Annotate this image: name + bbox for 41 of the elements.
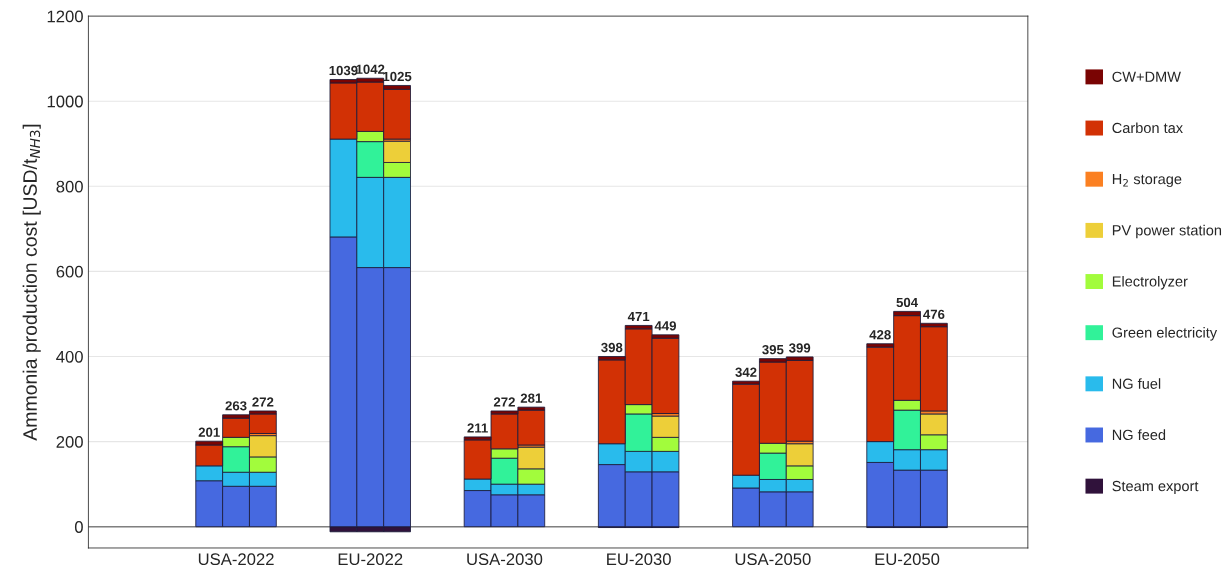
y-tick-label: 200 (56, 436, 83, 448)
x-tick-label: EU-2050 (875, 553, 940, 566)
legend-label: NG feed (1112, 429, 1166, 441)
total-label: 1039 (329, 65, 358, 76)
total-label: 504 (896, 297, 918, 308)
total-label: 201 (198, 427, 220, 437)
y-tick-label: 0 (74, 521, 83, 533)
legend-label: Green electricity (1112, 327, 1218, 341)
x-tick-label: EU-2030 (607, 553, 671, 566)
x-tick-label: EU-2022 (338, 553, 403, 566)
y-tick-label: 400 (56, 350, 83, 363)
total-label: 272 (252, 397, 274, 407)
x-tick-label: USA-2022 (198, 553, 274, 566)
y-tick-label: 1200 (47, 10, 83, 23)
total-label: 428 (869, 330, 891, 340)
y-tick-label: 1000 (47, 95, 83, 108)
total-label: 395 (762, 344, 784, 355)
total-label: 399 (788, 343, 811, 353)
x-tick-label: USA-2050 (735, 553, 811, 566)
legend-label: NG fuel (1112, 378, 1161, 389)
legend-label: Carbon tax (1112, 122, 1183, 134)
total-label: 449 (654, 321, 677, 331)
legend-label: Steam export (1112, 480, 1199, 495)
legend-label: Electrolyzer (1112, 275, 1188, 290)
total-label: 263 (225, 401, 247, 411)
legend-label: CW+DMW (1112, 71, 1181, 82)
total-label: 471 (627, 311, 650, 321)
y-tick-label: 600 (56, 265, 83, 278)
total-label: 476 (923, 309, 945, 319)
total-label: 281 (520, 393, 542, 403)
total-label: 1025 (383, 71, 412, 82)
total-label: 272 (493, 397, 515, 407)
legend-label: H$_{2}$ storage (1112, 174, 1182, 188)
y-axis-title: Ammonia production cost [USD/t$_{NH3}$] (22, 124, 41, 441)
total-label: 1042 (356, 64, 385, 74)
x-tick-label: USA-2030 (467, 553, 543, 566)
total-label: 398 (601, 342, 623, 353)
total-label: 342 (735, 367, 757, 377)
total-label: 211 (467, 423, 488, 433)
legend-label: PV power station (1112, 224, 1222, 239)
y-tick-label: 800 (56, 180, 83, 193)
